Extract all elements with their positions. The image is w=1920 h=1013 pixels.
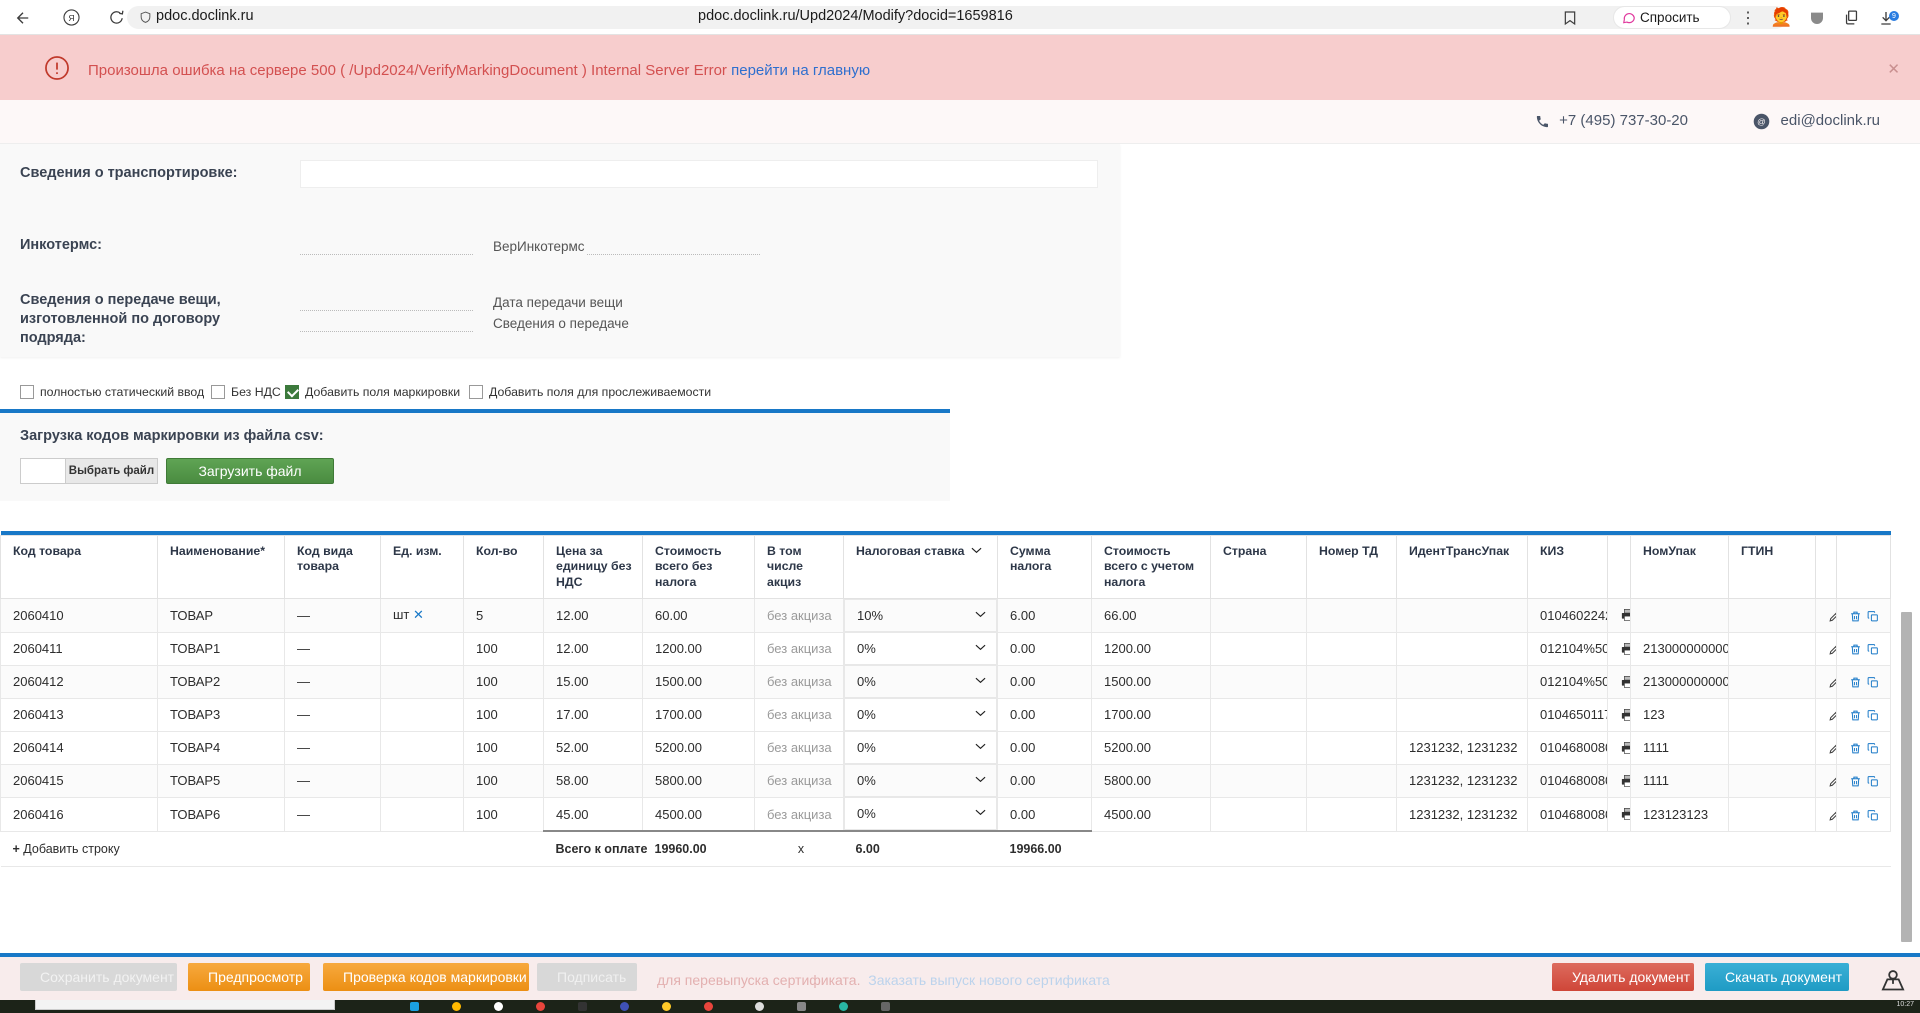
svg-text:@: @ xyxy=(1758,116,1767,126)
svg-text:Я: Я xyxy=(68,13,74,23)
